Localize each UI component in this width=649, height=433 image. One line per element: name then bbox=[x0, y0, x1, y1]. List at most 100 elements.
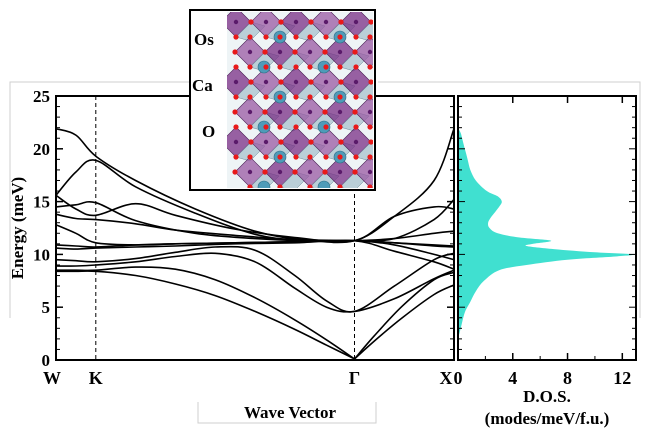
osmium-atom bbox=[247, 49, 253, 55]
oxygen-atom bbox=[233, 154, 239, 160]
oxygen-atom bbox=[277, 34, 283, 40]
dos-plot-frame bbox=[457, 95, 637, 361]
high-symmetry-point-label: K bbox=[89, 368, 103, 388]
osmium-atom bbox=[277, 49, 283, 55]
dispersion-branch-6 bbox=[55, 239, 455, 261]
energy-tick-label: 20 bbox=[33, 140, 50, 159]
dispersion-branch-11 bbox=[55, 270, 355, 360]
oxygen-atom bbox=[278, 19, 284, 25]
osmium-atom bbox=[337, 49, 343, 55]
oxygen-atom bbox=[322, 49, 328, 55]
dispersion-branch-8 bbox=[55, 245, 455, 313]
osmium-atom bbox=[367, 169, 373, 175]
oxygen-atom bbox=[322, 109, 328, 115]
oxygen-atom bbox=[353, 34, 359, 40]
oxygen-atom bbox=[337, 184, 343, 188]
osmium-atom bbox=[293, 19, 299, 25]
dispersion-branch-13 bbox=[353, 284, 455, 360]
high-symmetry-point-label: Γ bbox=[349, 368, 360, 388]
high-symmetry-point-label: W bbox=[43, 368, 61, 388]
osmium-atom bbox=[337, 169, 343, 175]
oxygen-atom bbox=[262, 169, 268, 175]
oxygen-atom bbox=[307, 64, 313, 70]
dos-filled-area bbox=[458, 127, 634, 339]
crystal-structure-drawing bbox=[227, 4, 390, 193]
calcium-atom bbox=[317, 180, 331, 188]
phonon-dispersion-curves bbox=[55, 127, 455, 360]
oxygen-atom bbox=[263, 94, 269, 100]
oxygen-atom bbox=[293, 4, 298, 9]
oxygen-atom bbox=[263, 154, 269, 160]
oxygen-atom bbox=[247, 34, 253, 40]
label-o: O bbox=[202, 122, 215, 141]
oxygen-atom bbox=[247, 124, 253, 130]
dispersion-branch-2 bbox=[55, 194, 455, 243]
oxygen-atom bbox=[293, 94, 299, 100]
oxygen-atom bbox=[353, 154, 359, 160]
oxygen-atom bbox=[353, 94, 359, 100]
dos-tick-label: 12 bbox=[613, 368, 631, 388]
osmium-atom bbox=[353, 139, 359, 145]
oxygen-atom bbox=[367, 94, 373, 100]
oxygen-atom bbox=[232, 109, 238, 115]
oxygen-atom bbox=[307, 184, 313, 188]
osmium-atom bbox=[307, 49, 313, 55]
osmium-atom bbox=[353, 79, 359, 85]
dispersion-branch-3 bbox=[55, 200, 455, 242]
oxygen-atom bbox=[232, 49, 238, 55]
oxygen-atom bbox=[233, 4, 238, 9]
oxygen-atom bbox=[337, 64, 343, 70]
oxygen-atom bbox=[308, 19, 314, 25]
calcium-atom bbox=[378, 121, 390, 133]
dispersion-branch-0 bbox=[55, 127, 455, 244]
dispersion-branch-1 bbox=[55, 159, 455, 243]
oxygen-atom bbox=[367, 34, 373, 40]
dos-tick-label: 0 bbox=[454, 368, 463, 388]
oxygen-atom bbox=[292, 109, 298, 115]
dos-axis-unit-label: (modes/meV/f.u.) bbox=[485, 409, 610, 428]
background-frame bbox=[9, 81, 641, 424]
oxygen-atom bbox=[367, 64, 373, 70]
oxygen-atom bbox=[308, 139, 314, 145]
oxygen-atom bbox=[262, 49, 268, 55]
osmium-atom bbox=[263, 19, 269, 25]
label-ca: Ca bbox=[192, 76, 213, 95]
osmium-atom bbox=[323, 19, 329, 25]
dispersion-branch-12 bbox=[353, 271, 455, 360]
oxygen-atom bbox=[352, 109, 358, 115]
oxygen-atom bbox=[323, 154, 329, 160]
oxygen-atom bbox=[263, 64, 269, 70]
oxygen-atom bbox=[353, 124, 359, 130]
calcium-atom bbox=[378, 181, 390, 193]
osmium-atom bbox=[277, 109, 283, 115]
osmium-atom bbox=[337, 109, 343, 115]
oxygen-atom bbox=[247, 154, 253, 160]
oxygen-atom bbox=[277, 184, 283, 188]
oxygen-atom bbox=[277, 94, 283, 100]
oxygen-atom bbox=[233, 34, 239, 40]
oxygen-atom bbox=[293, 64, 299, 70]
oxygen-atom bbox=[337, 34, 343, 40]
dos-tick-label: 8 bbox=[563, 368, 572, 388]
dispersion-branch-9 bbox=[55, 252, 455, 313]
oxygen-atom bbox=[322, 169, 328, 175]
oxygen-atom bbox=[277, 124, 283, 130]
oxygen-atom bbox=[338, 19, 344, 25]
oxygen-atom bbox=[232, 169, 238, 175]
oxygen-atom bbox=[248, 19, 254, 25]
label-os: Os bbox=[194, 30, 214, 49]
osmium-atom bbox=[233, 79, 239, 85]
osmium-atom bbox=[307, 169, 313, 175]
energy-tick-label: 15 bbox=[33, 193, 50, 212]
oxygen-atom bbox=[353, 64, 359, 70]
dos-panel: 0 4 8 12 D.O.S. (modes/meV/f.u.) bbox=[454, 95, 637, 428]
oxygen-atom bbox=[368, 139, 373, 145]
osmium-atom bbox=[367, 109, 373, 115]
osmium-atom bbox=[263, 139, 269, 145]
osmium-atom bbox=[233, 139, 239, 145]
oxygen-atom bbox=[307, 124, 313, 130]
energy-tick-label: 10 bbox=[33, 245, 50, 264]
oxygen-atom bbox=[307, 154, 313, 160]
